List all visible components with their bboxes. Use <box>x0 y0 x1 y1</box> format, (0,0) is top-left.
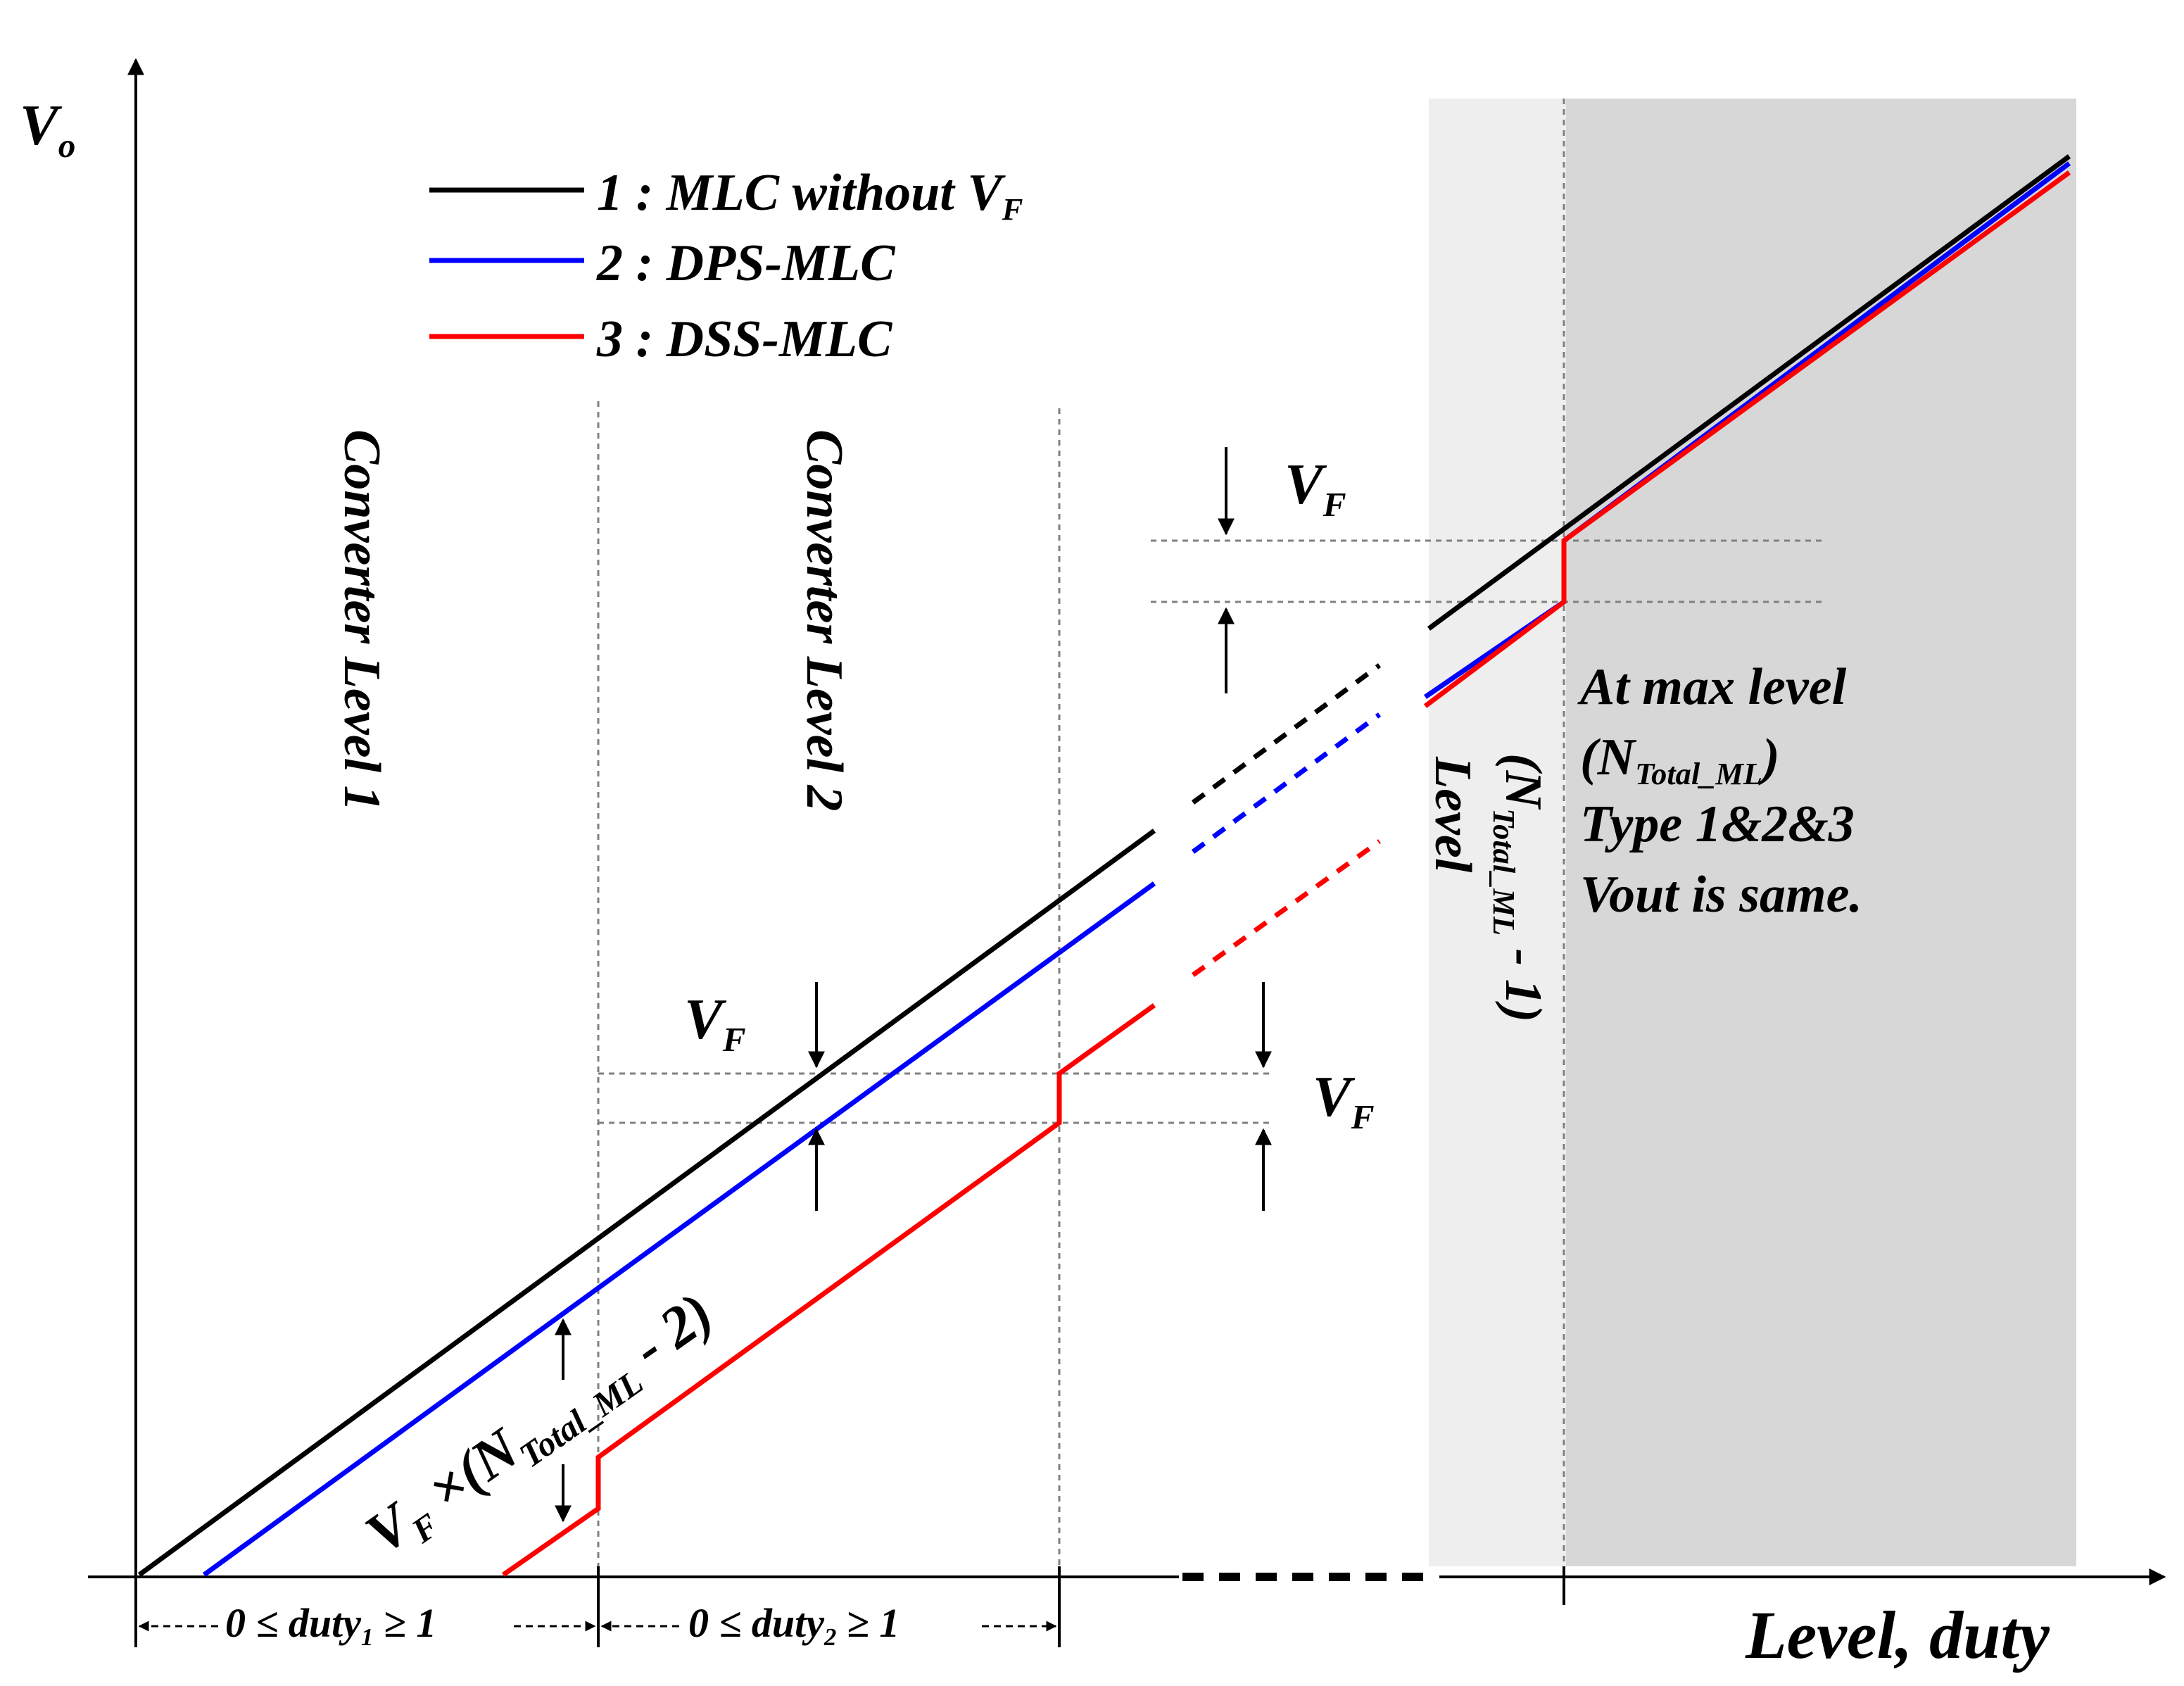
series-3-solid-low <box>502 1003 1156 1577</box>
svg-text:(NTotal_ML): (NTotal_ML) <box>1580 729 1780 791</box>
axes <box>88 58 2166 1647</box>
level-n-minus-1-label: (NTotal_ML - 1) <box>1486 753 1552 1022</box>
series-1-mlc <box>137 154 2071 1577</box>
series-1-solid-high <box>1427 154 2071 631</box>
series-2-dashed <box>1191 712 1382 854</box>
vf-arrows <box>555 447 1272 1523</box>
svg-text:At max level: At max level <box>1577 658 1847 716</box>
y-axis-label: Vo <box>20 93 75 165</box>
legend-label-3: 3 : DSS-MLC <box>596 310 893 368</box>
shade-level-n-minus-1 <box>1429 99 1566 1566</box>
horizontal-guides <box>598 539 1823 1124</box>
vf-label-right: VF <box>1313 1064 1375 1136</box>
svg-text:Type 1&2&3: Type 1&2&3 <box>1580 795 1855 853</box>
shade-max-level <box>1566 99 2076 1566</box>
legend-label-2: 2 : DPS-MLC <box>596 234 896 292</box>
series-3-solid-high <box>1423 170 2071 708</box>
level-n-minus-1-word: Level <box>1424 756 1482 873</box>
series-1-dashed <box>1191 663 1382 805</box>
vf-label-level2: VF <box>684 987 746 1059</box>
converter-level-1-label: Converter Level 1 <box>333 429 391 812</box>
legend: 1 : MLC without VF 2 : DPS-MLC 3 : DSS-M… <box>429 164 1023 368</box>
max-level-annotation: At max level (NTotal_ML) Type 1&2&3 Vout… <box>1577 658 1862 924</box>
converter-level-2-label: Converter Level 2 <box>795 429 853 812</box>
vf-label-top: VF <box>1284 452 1346 524</box>
series-1-solid-low <box>137 829 1156 1577</box>
duty-1-label: 0 ≤ duty1 ≥ 1 <box>225 1600 436 1651</box>
series-3-dss-mlc <box>502 170 2071 1577</box>
vertical-guides <box>597 99 1565 1577</box>
series-3-dashed <box>1191 839 1382 977</box>
series-2-solid-low <box>202 881 1156 1577</box>
legend-label-1: 1 : MLC without VF <box>597 164 1023 227</box>
svg-text:Vout is same.: Vout is same. <box>1580 866 1862 924</box>
duty-2-label: 0 ≤ duty2 ≥ 1 <box>688 1600 900 1651</box>
x-axis-label: Level, duty <box>1745 1597 2050 1673</box>
